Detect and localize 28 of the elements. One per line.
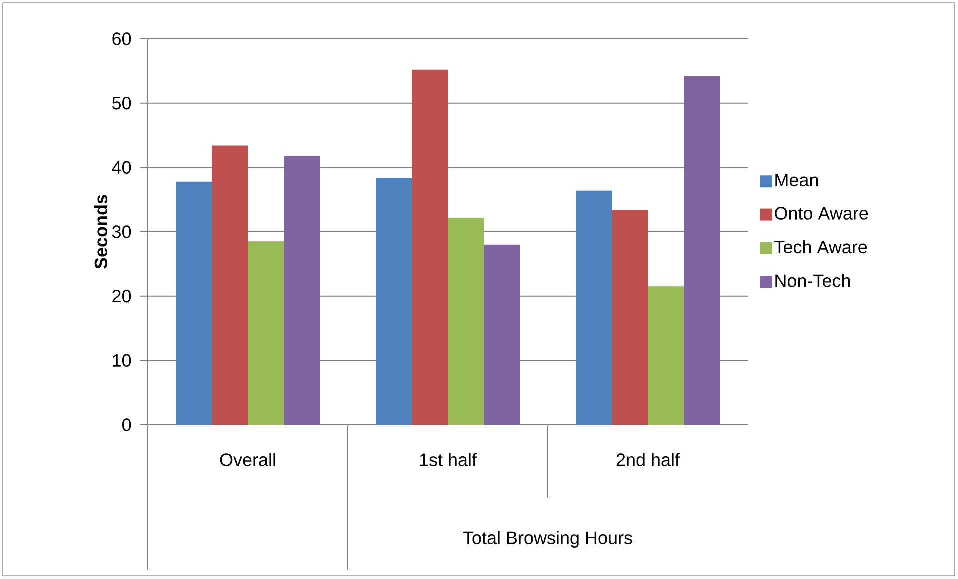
bar: [376, 178, 412, 425]
y-tick-label: 10: [113, 354, 132, 368]
y-tick-label: 30: [112, 226, 132, 238]
bar: [284, 156, 320, 425]
bar: [648, 286, 684, 425]
bar: [576, 190, 612, 425]
bar: [484, 244, 520, 425]
x-tick-label: 2nd half: [616, 453, 680, 466]
y-axis-title: Seconds: [94, 195, 108, 269]
x-tick-label: Overall: [220, 453, 276, 466]
legend-label: Onto Aware: [775, 207, 868, 220]
bar: [212, 146, 248, 425]
x-tick-label: 1st half: [420, 453, 478, 466]
bar: [248, 242, 284, 425]
bar: [448, 218, 484, 425]
bar: [176, 182, 212, 425]
y-tick-label: 40: [112, 161, 132, 174]
bar: [612, 210, 648, 425]
y-tick-label: 50: [112, 96, 132, 110]
y-tick-label: 20: [112, 290, 132, 303]
y-tick-label: 60: [112, 32, 132, 46]
bar: [684, 76, 720, 425]
y-tick-label: 0: [122, 418, 132, 432]
bar: [412, 70, 448, 425]
x-axis-title: Total Browsing Hours: [463, 531, 632, 548]
legend-label: Tech Aware: [774, 240, 868, 254]
legend-label: Non-Tech: [776, 274, 850, 288]
legend-label: Mean: [776, 174, 818, 187]
